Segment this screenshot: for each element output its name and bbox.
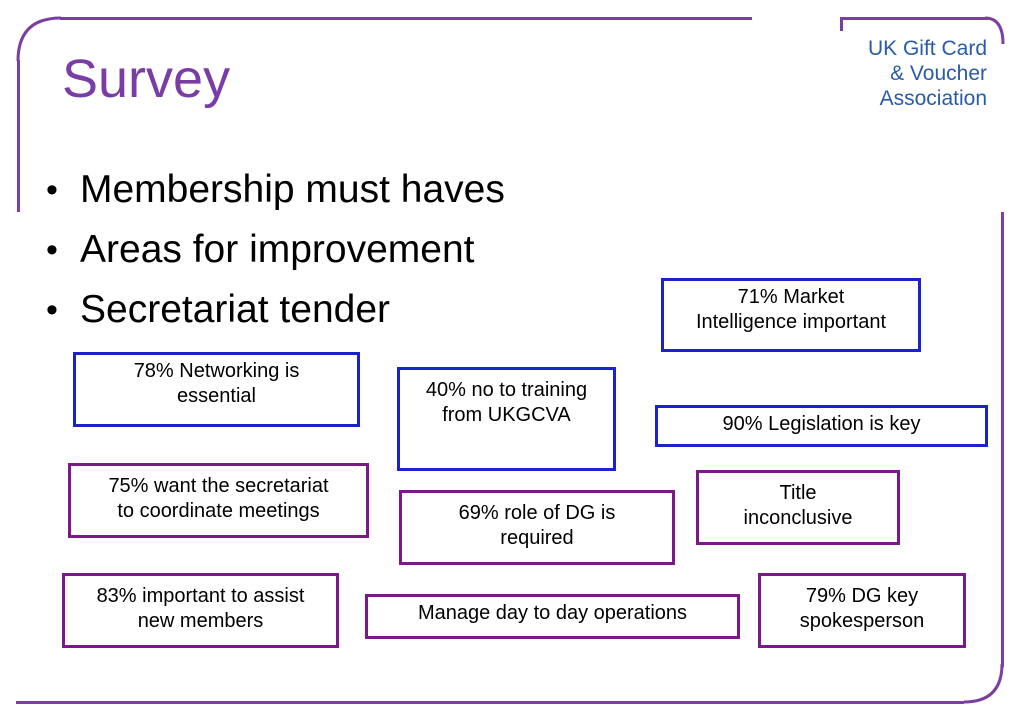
logo-line-2: & Voucher — [890, 62, 987, 85]
day-to-day-box: Manage day to day operations — [365, 594, 740, 639]
top-right-frame-tick — [840, 17, 843, 31]
assist-members-box: 83% important to assist new members — [62, 573, 339, 648]
box-text: 40% no to training from UKGCVA — [425, 379, 588, 426]
logo-line-3: Association — [879, 87, 987, 110]
box-text: 71% Market Intelligence important — [695, 286, 887, 333]
top-right-frame-line — [840, 17, 988, 20]
box-text: 83% important to assist new members — [96, 585, 305, 632]
training-box: 40% no to training from UKGCVA — [397, 367, 616, 471]
networking-box: 78% Networking is essential — [73, 352, 360, 427]
box-text: Title inconclusive — [743, 482, 853, 529]
bullet-item: Secretariat tender — [40, 280, 505, 340]
top-frame-line — [60, 17, 752, 20]
left-frame-line — [17, 60, 20, 212]
ukgcva-logo: UK Gift Card & Voucher Association — [835, 36, 987, 111]
slide-title: Survey — [62, 49, 231, 109]
top-left-frame-corner — [16, 16, 62, 62]
bullet-list: Membership must haves Areas for improvem… — [40, 160, 505, 340]
right-frame-line — [1001, 212, 1004, 667]
dg-spokesperson-box: 79% DG key spokesperson — [758, 573, 966, 648]
box-text: 79% DG key spokesperson — [799, 585, 925, 632]
box-text: 69% role of DG is required — [458, 502, 616, 549]
market-intelligence-box: 71% Market Intelligence important — [661, 278, 921, 352]
bottom-frame-line — [16, 701, 964, 704]
box-text: 75% want the secretariat to coordinate m… — [108, 475, 329, 522]
box-text: Manage day to day operations — [417, 602, 688, 624]
dg-role-box: 69% role of DG is required — [399, 490, 675, 565]
box-text: 78% Networking is essential — [133, 360, 300, 407]
legislation-box: 90% Legislation is key — [655, 405, 988, 447]
bullet-item: Membership must haves — [40, 160, 505, 220]
bottom-right-frame-corner — [963, 663, 1004, 704]
top-right-frame-corner — [985, 16, 1005, 45]
logo-line-1: UK Gift Card — [867, 37, 987, 60]
box-text: 90% Legislation is key — [722, 413, 921, 435]
title-inconclusive-box: Title inconclusive — [696, 470, 900, 545]
bullet-item: Areas for improvement — [40, 220, 505, 280]
coordinate-meetings-box: 75% want the secretariat to coordinate m… — [68, 463, 369, 538]
